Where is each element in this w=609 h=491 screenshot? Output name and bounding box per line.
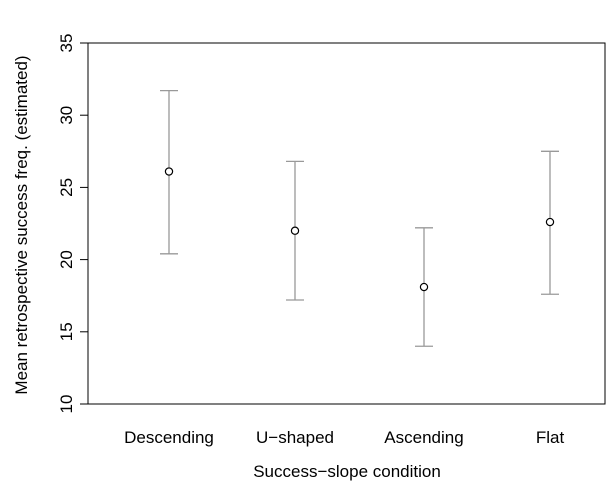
y-tick-label: 20 [57,250,76,269]
x-tick-label: U−shaped [256,428,334,447]
y-tick-label: 15 [57,322,76,341]
x-tick-label: Flat [536,428,565,447]
data-points [164,167,555,292]
x-tick-label: Descending [124,428,214,447]
y-tick-label: 25 [57,178,76,197]
plot-area [87,42,606,405]
y-tick-label: 10 [57,395,76,414]
x-tick-label: Ascending [384,428,463,447]
data-point [419,282,429,292]
data-point [164,167,174,176]
x-axis-title: Success−slope condition [253,462,441,481]
y-axis: 10 15 20 25 30 35 [57,34,88,414]
data-point [290,226,300,235]
y-tick-label: 35 [57,34,76,53]
error-bars [160,90,559,347]
plot-frame [87,42,606,405]
y-tick-label: 30 [57,106,76,125]
x-tick-labels: Descending U−shaped Ascending Flat [124,428,564,447]
data-point [545,217,555,227]
y-axis-title: Mean retrospective success freq. (estima… [12,55,31,394]
